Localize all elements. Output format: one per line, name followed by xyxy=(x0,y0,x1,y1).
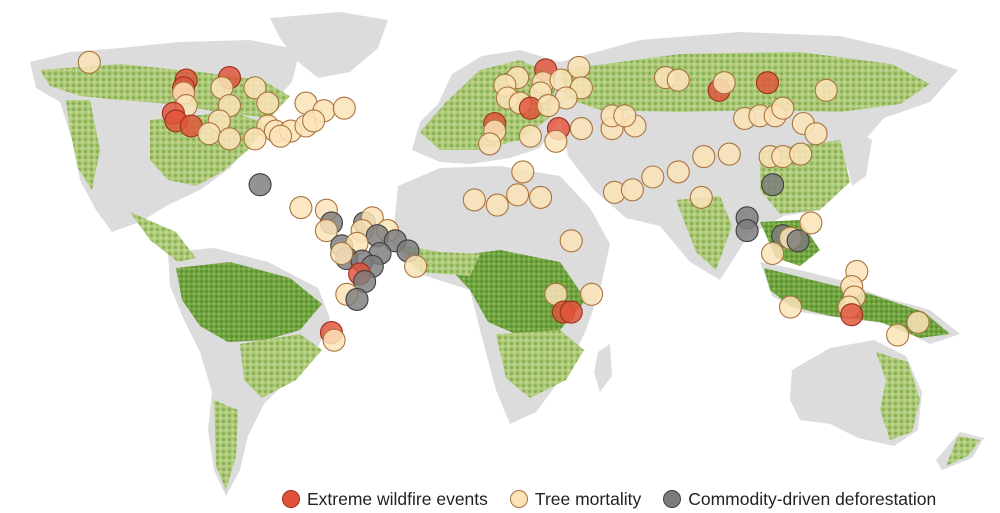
marker-mortality xyxy=(717,142,741,166)
marker-mortality xyxy=(692,145,716,169)
marker-mortality xyxy=(77,50,101,74)
forest-west-coast xyxy=(66,100,100,190)
marker-mortality xyxy=(641,165,665,189)
marker-mortality xyxy=(906,310,930,334)
marker-mortality xyxy=(620,178,644,202)
marker-mortality xyxy=(404,254,428,278)
legend-label-wildfire: Extreme wildfire events xyxy=(307,488,488,509)
marker-deforestation xyxy=(761,173,785,197)
marker-mortality xyxy=(314,219,338,243)
forest-atlantic xyxy=(240,334,322,398)
marker-mortality xyxy=(322,328,346,352)
marker-mortality xyxy=(302,109,326,133)
legend-label-mortality: Tree mortality xyxy=(534,488,642,509)
marker-mortality xyxy=(462,188,486,212)
marker-mortality xyxy=(268,124,293,148)
marker-mortality xyxy=(771,96,795,120)
legend-swatch-mortality xyxy=(509,490,528,508)
marker-mortality xyxy=(559,229,583,253)
marker-deforestation xyxy=(248,173,272,197)
forest-southern-andes xyxy=(214,400,238,490)
forest-congo xyxy=(440,250,586,336)
greenland-land xyxy=(270,12,388,78)
marker-mortality xyxy=(666,160,690,184)
marker-mortality xyxy=(506,183,530,207)
forest-central-america xyxy=(130,212,196,262)
marker-wildfire xyxy=(755,71,780,95)
forest-amazon xyxy=(176,262,322,342)
marker-mortality xyxy=(478,132,502,156)
japan-land xyxy=(848,132,872,186)
forest-cover-layer xyxy=(40,52,980,490)
marker-mortality xyxy=(799,211,823,235)
marker-mortality xyxy=(544,129,568,153)
legend-item-wildfire: Extreme wildfire events xyxy=(282,489,488,510)
marker-wildfire xyxy=(559,300,583,324)
marker-mortality xyxy=(243,76,267,100)
marker-mortality xyxy=(197,122,221,146)
marker-mortality xyxy=(761,241,785,266)
marker-mortality xyxy=(804,122,828,146)
marker-mortality xyxy=(712,71,736,95)
forest-india xyxy=(676,196,732,270)
marker-mortality xyxy=(511,160,535,184)
marker-mortality xyxy=(580,282,604,306)
marker-deforestation xyxy=(786,229,810,253)
forest-new-zealand xyxy=(946,436,980,466)
marker-mortality xyxy=(689,185,713,209)
marker-wildfire xyxy=(840,303,864,327)
marker-mortality xyxy=(518,124,542,148)
marker-mortality xyxy=(485,193,509,217)
marker-mortality xyxy=(789,142,813,166)
marker-mortality xyxy=(289,196,313,220)
marker-mortality xyxy=(256,91,280,115)
marker-mortality xyxy=(217,127,242,151)
marker-mortality xyxy=(886,323,910,347)
marker-deforestation xyxy=(735,219,759,243)
marker-mortality xyxy=(613,104,637,128)
forest-siberia xyxy=(560,52,930,112)
legend-label-deforestation: Commodity-driven deforestation xyxy=(688,488,937,509)
marker-mortality xyxy=(814,78,838,102)
legend-swatch-deforestation xyxy=(663,490,682,508)
forest-southern-africa xyxy=(496,330,584,398)
marker-mortality xyxy=(778,295,803,319)
marker-mortality xyxy=(529,185,553,209)
marker-layer xyxy=(77,50,930,352)
madagascar-land xyxy=(594,344,612,392)
marker-mortality xyxy=(330,241,354,266)
legend: Extreme wildfire events Tree mortality C… xyxy=(282,487,936,511)
marker-mortality xyxy=(666,68,690,92)
marker-mortality xyxy=(243,127,267,151)
legend-item-mortality: Tree mortality xyxy=(509,488,642,510)
legend-swatch-wildfire xyxy=(282,490,300,508)
marker-mortality xyxy=(536,94,560,118)
marker-mortality xyxy=(569,117,593,141)
marker-deforestation xyxy=(345,287,369,311)
forest-australia-east xyxy=(876,352,920,440)
legend-item-deforestation: Commodity-driven deforestation xyxy=(663,489,936,510)
marker-mortality xyxy=(332,96,356,120)
